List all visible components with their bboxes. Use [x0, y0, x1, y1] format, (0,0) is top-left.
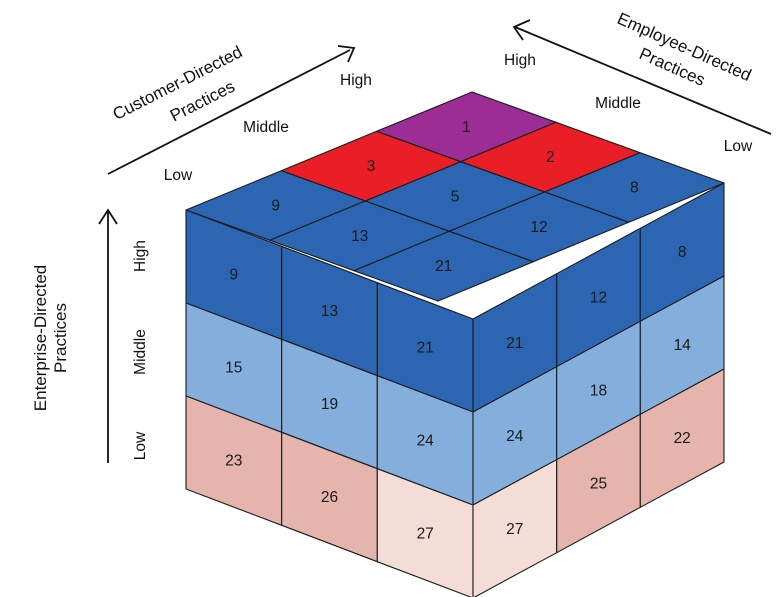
- top-cell-label: 2: [546, 149, 555, 166]
- right-cell-label: 21: [506, 335, 523, 352]
- employee-axis-arrow-line: [514, 26, 772, 135]
- top-cell-label: 1: [462, 119, 471, 136]
- customer-tick-low: Low: [164, 167, 193, 184]
- enterprise-tick-low: Low: [132, 431, 149, 460]
- left-cell-label: 19: [321, 396, 338, 413]
- right-cell: [639, 368, 725, 508]
- left-cell-label: 13: [321, 303, 338, 320]
- employee-tick-high: High: [504, 52, 536, 69]
- left-cell-label: 27: [417, 525, 434, 542]
- left-cell: [376, 468, 474, 597]
- employee-tick-low: Low: [724, 138, 753, 155]
- top-cell-label: 12: [530, 219, 547, 236]
- employee-axis-arrowhead: [512, 19, 531, 41]
- customer-tick-high: High: [340, 72, 372, 89]
- customer-tick-middle: Middle: [243, 119, 289, 136]
- enterprise-axis-arrowhead: [98, 208, 118, 225]
- top-cell-label: 13: [351, 228, 368, 245]
- right-cell-label: 14: [674, 337, 692, 354]
- left-cell-label: 9: [229, 267, 238, 284]
- enterprise-axis-title-line2: Practices: [51, 303, 70, 373]
- employee-tick-middle: Middle: [595, 95, 641, 112]
- customer-axis-arrowhead: [337, 45, 356, 63]
- left-cell-label: 15: [225, 360, 242, 377]
- top-cell-label: 21: [435, 258, 452, 275]
- right-cell-label: 18: [590, 383, 607, 400]
- left-cell-label: 21: [417, 339, 434, 356]
- left-cell-label: 23: [225, 453, 242, 470]
- right-cell-label: 27: [506, 521, 523, 538]
- cube-cells: 1283512913219132115192423262721128241814…: [185, 91, 725, 597]
- left-cell-label: 26: [321, 489, 338, 506]
- enterprise-axis-title-line1: Enterprise-Directed: [31, 265, 50, 411]
- top-cell-label: 8: [630, 180, 639, 197]
- customer-axis-arrow-line: [107, 49, 351, 175]
- right-cell-label: 8: [678, 244, 687, 261]
- enterprise-tick-middle: Middle: [132, 329, 149, 375]
- right-cell-label: 24: [506, 428, 524, 445]
- left-cell-label: 24: [417, 432, 435, 449]
- right-cell-label: 22: [674, 430, 691, 447]
- top-cell-label: 9: [271, 198, 280, 215]
- enterprise-axis: Enterprise-Directed Practices High Middl…: [31, 208, 149, 463]
- top-cell-label: 3: [367, 158, 376, 175]
- enterprise-tick-high: High: [132, 240, 149, 272]
- top-cell: [353, 230, 534, 302]
- right-cell-label: 12: [590, 290, 607, 307]
- top-cell-label: 5: [451, 189, 460, 206]
- right-cell-label: 25: [590, 476, 607, 493]
